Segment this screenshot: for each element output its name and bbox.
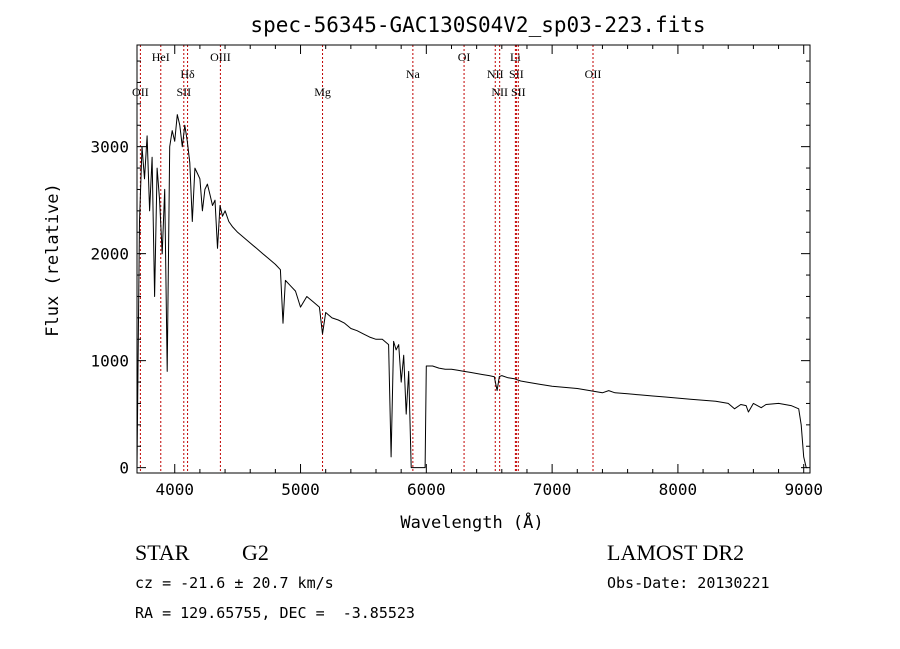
x-tick-label: 9000 xyxy=(784,480,823,499)
spectrum-line xyxy=(136,114,808,469)
x-axis-label: Wavelength (Å) xyxy=(400,511,543,533)
line-marker-label: SII xyxy=(176,85,191,99)
line-marker-label: SII xyxy=(511,85,526,99)
series-layer xyxy=(136,114,808,469)
line-marker-label: OII xyxy=(585,67,602,81)
obs-date-text: Obs-Date: 20130221 xyxy=(607,574,770,592)
line-marker-label: Na xyxy=(406,67,421,81)
line-marker-label: OII xyxy=(132,85,149,99)
line-marker-label: NII xyxy=(487,67,504,81)
line-marker-label: NII xyxy=(491,85,508,99)
x-tick-label: 6000 xyxy=(407,480,446,499)
line-marker-label: HeI xyxy=(152,50,170,64)
line-marker-label: Hδ xyxy=(180,67,195,81)
chart-title: spec-56345-GAC130S04V2_sp03-223.fits xyxy=(250,13,705,37)
line-markers: OII HeI Hδ SII OIII Mg Na OI NII NII Li SII SII OII xyxy=(132,45,601,473)
x-tick-label: 7000 xyxy=(533,480,572,499)
line-marker-label: SII xyxy=(509,67,524,81)
axes: 4000 5000 6000 7000 8000 9000 0 1000 2000 3000 xyxy=(90,44,823,499)
y-tick-label: 3000 xyxy=(90,138,129,157)
line-marker-label: Mg xyxy=(314,85,331,99)
y-axis-label: Flux (relative) xyxy=(43,183,63,337)
redshift-text: cz = -21.6 ± 20.7 km/s xyxy=(135,574,334,592)
line-marker-label: OIII xyxy=(210,50,231,64)
coordinates-text: RA = 129.65755, DEC = -3.85523 xyxy=(135,604,415,622)
plot-frame xyxy=(136,44,811,474)
y-tick-label: 2000 xyxy=(90,245,129,264)
x-tick-label: 4000 xyxy=(155,480,194,499)
x-tick-label: 8000 xyxy=(659,480,698,499)
x-tick-label: 5000 xyxy=(281,480,320,499)
line-marker-label: OI xyxy=(458,50,471,64)
y-tick-label: 0 xyxy=(119,459,129,478)
spectrum-chart: spec-56345-GAC130S04V2_sp03-223.fits Flu… xyxy=(43,13,823,533)
line-marker-label: Li xyxy=(510,50,521,64)
survey-name: LAMOST DR2 xyxy=(607,540,745,565)
object-class: STAR xyxy=(135,540,190,565)
object-subclass: G2 xyxy=(242,540,269,565)
y-tick-label: 1000 xyxy=(90,352,129,371)
